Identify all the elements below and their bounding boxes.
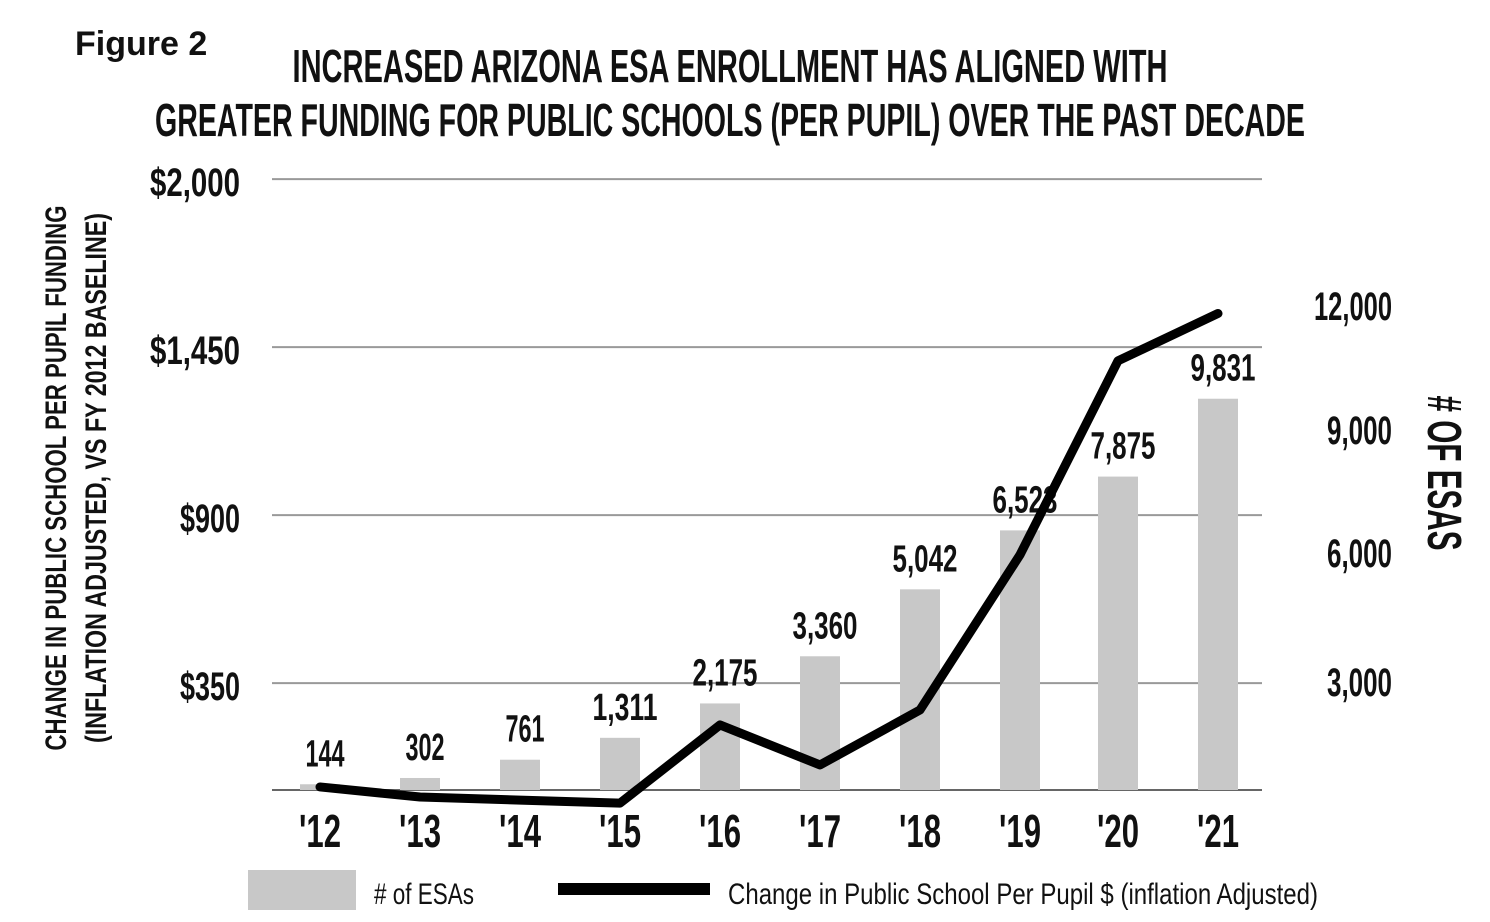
- line-point: [1217, 312, 1219, 315]
- x-tick: '18: [899, 805, 941, 857]
- line-point: [719, 723, 721, 726]
- x-tick: '14: [499, 805, 541, 857]
- line-point: [519, 799, 521, 802]
- bar: [1098, 476, 1138, 790]
- line-point: [1117, 359, 1119, 362]
- bar: [800, 656, 840, 790]
- bar-data-label: 2,175: [693, 652, 758, 694]
- bar: [400, 777, 440, 790]
- chart-title-line: INCREASED ARIZONA ESA ENROLLMENT HAS ALI…: [293, 40, 1168, 92]
- x-tick: '21: [1197, 805, 1239, 857]
- legend: # of ESAs Change in Public School Per Pup…: [248, 870, 1318, 911]
- bar: [500, 759, 540, 790]
- line-point: [319, 785, 321, 788]
- y-tick-right: 3,000: [1327, 661, 1392, 705]
- x-tick: '20: [1097, 805, 1139, 857]
- y-axis-left-ticks: $2,000 $1,450 $900 $350: [150, 161, 240, 709]
- x-tick: '15: [599, 805, 641, 857]
- line-point: [1019, 553, 1021, 556]
- bar-data-label: 144: [306, 733, 345, 775]
- y-axis-right-ticks: # OF ESAS 12,000 9,000 6,000 3,000: [1314, 285, 1470, 705]
- x-tick: '13: [399, 805, 441, 857]
- bar-data-label: 302: [406, 727, 445, 769]
- bar-data-label: 5,042: [893, 538, 958, 580]
- line-path: [315, 308, 1223, 808]
- y-tick-right: 9,000: [1327, 409, 1392, 453]
- bar: [1198, 398, 1238, 790]
- y-tick-left: $2,000: [150, 161, 240, 205]
- bar-data-label: 3,360: [793, 605, 858, 647]
- y-axis-label-line: CHANGE IN PUBLIC SCHOOL PER PUPIL FUNDIN…: [40, 206, 73, 751]
- y-axis-label-left: CHANGE IN PUBLIC SCHOOL PER PUPIL FUNDIN…: [40, 206, 113, 751]
- y-axis-label-line: (INFLATION ADJUSTED, VS FY 2012 BASELINE…: [80, 213, 113, 743]
- bar: [700, 703, 740, 790]
- line-point: [619, 802, 621, 805]
- y-axis-label-right: # OF ESAS: [1417, 396, 1470, 551]
- legend-swatch-bars: [248, 870, 356, 910]
- x-tick: '17: [799, 805, 841, 857]
- x-tick: '19: [999, 805, 1041, 857]
- y-tick-left: $350: [180, 665, 240, 709]
- bar: [600, 737, 640, 790]
- bar-data-label: 761: [506, 709, 545, 751]
- x-tick: '16: [699, 805, 741, 857]
- figure-label: Figure 2: [75, 25, 207, 63]
- y-tick-right: 12,000: [1314, 285, 1392, 329]
- line-point: [419, 796, 421, 799]
- x-axis-ticks: '12 '13 '14 '15 '16 '17 '18 '19 '20 '21: [299, 805, 1239, 857]
- bar-data-label: 9,831: [1191, 348, 1256, 390]
- bar-series: 144 302 7611,3112,1753,3605,0426,5237,8759…: [300, 348, 1256, 790]
- bar-data-label: 1,311: [593, 687, 658, 729]
- bar-data-label: 7,875: [1091, 426, 1156, 468]
- line-point: [919, 708, 921, 711]
- line-point: [819, 763, 821, 766]
- legend-label-line: Change in Public School Per Pupil $ (inf…: [728, 878, 1318, 911]
- y-tick-right: 6,000: [1327, 532, 1392, 576]
- chart-title: INCREASED ARIZONA ESA ENROLLMENT HAS ALI…: [155, 40, 1305, 146]
- legend-label-bars: # of ESAs: [374, 878, 474, 911]
- chart-title-line: GREATER FUNDING FOR PUBLIC SCHOOLS (PER …: [155, 94, 1305, 146]
- x-tick: '12: [299, 805, 341, 857]
- line-series: [315, 308, 1223, 808]
- y-tick-left: $900: [180, 497, 240, 541]
- y-tick-left: $1,450: [150, 329, 240, 373]
